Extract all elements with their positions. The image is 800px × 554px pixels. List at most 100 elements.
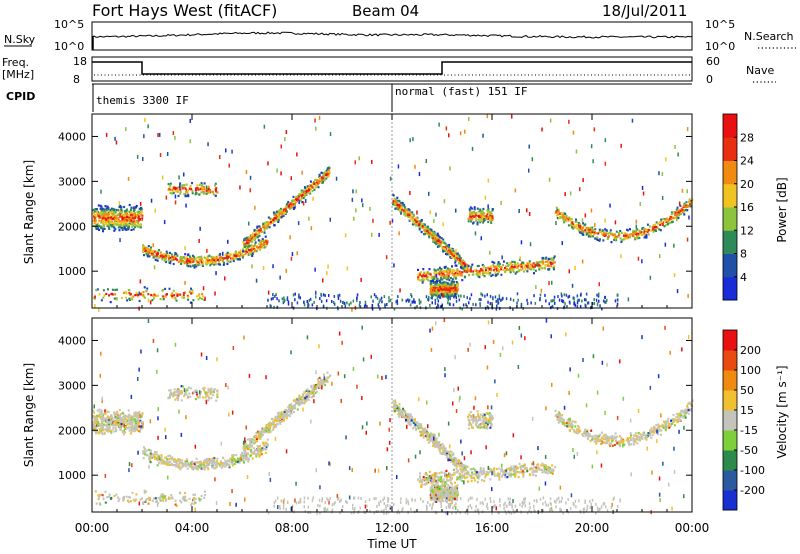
power-cell-912 bbox=[266, 224, 269, 228]
power-cell-2020 bbox=[489, 272, 492, 275]
power-cell-1322 bbox=[209, 191, 212, 194]
velocity-cell-28 bbox=[111, 419, 114, 422]
power-floor-113 bbox=[434, 301, 437, 305]
power-cell-2232 bbox=[532, 268, 535, 271]
power-noise-65 bbox=[642, 191, 645, 196]
power-cell-1919 bbox=[426, 229, 429, 233]
noise-sky-line bbox=[91, 31, 693, 39]
power-cell-1712 bbox=[436, 232, 439, 235]
velocity-cell-707 bbox=[262, 448, 265, 451]
power-cell-2722 bbox=[653, 226, 656, 229]
power-cell-1324 bbox=[169, 184, 172, 187]
power-cell-2871 bbox=[491, 215, 494, 218]
power-cell-1748 bbox=[409, 215, 412, 218]
power-cell-395 bbox=[95, 215, 98, 218]
power-cell-2166 bbox=[550, 257, 553, 260]
power-cell-1329 bbox=[203, 182, 206, 185]
power-floor-122 bbox=[512, 298, 515, 302]
velocity-cell-344 bbox=[94, 419, 97, 422]
power-cell-1351 bbox=[215, 187, 218, 190]
power-cell-418 bbox=[112, 212, 115, 215]
power-cell-2852 bbox=[479, 219, 482, 222]
power-cell-2315 bbox=[528, 260, 531, 263]
power-noise-141 bbox=[315, 126, 317, 131]
power-cell-2278 bbox=[477, 270, 479, 273]
power-cell-2628 bbox=[613, 236, 616, 240]
power-cell-3272 bbox=[439, 295, 441, 299]
velocity-cell-644 bbox=[150, 457, 153, 460]
power-cell-2748 bbox=[571, 226, 574, 229]
power-floor-25 bbox=[585, 292, 588, 296]
velocity-cell-836 bbox=[210, 460, 213, 463]
power-noise-28 bbox=[291, 252, 294, 257]
power-cell-2309 bbox=[452, 269, 455, 272]
freq-panel-frame bbox=[91, 56, 693, 82]
power-cell-1041 bbox=[303, 189, 306, 192]
power-cell-1857 bbox=[415, 220, 418, 223]
power-floor-97 bbox=[337, 294, 339, 298]
power-cell-1317 bbox=[181, 185, 184, 188]
power-cell-790 bbox=[184, 253, 187, 256]
power-cell-716 bbox=[217, 263, 220, 266]
power-floor-98 bbox=[342, 301, 344, 304]
power-cell-1459 bbox=[171, 294, 174, 298]
power-cell-2147 bbox=[550, 265, 553, 268]
power-cell-2824 bbox=[491, 208, 494, 211]
power-cell-1926 bbox=[443, 276, 446, 279]
velocity-cell-606 bbox=[149, 455, 152, 458]
power-cell-1752 bbox=[427, 229, 430, 232]
power-cell-590 bbox=[264, 245, 267, 248]
power-cell-1375 bbox=[177, 194, 180, 198]
power-cell-735 bbox=[142, 248, 145, 251]
power-cell-2109 bbox=[506, 262, 509, 265]
power-floor-78 bbox=[596, 293, 598, 297]
power-cell-1908 bbox=[422, 223, 425, 226]
velocity-cell-655 bbox=[179, 468, 182, 471]
power-cell-1837 bbox=[437, 234, 440, 237]
velocity-cell-384 bbox=[137, 416, 140, 419]
power-cell-1183 bbox=[292, 203, 295, 206]
power-cell-1256 bbox=[277, 219, 280, 222]
power-cell-836 bbox=[257, 239, 260, 242]
power-cell-445 bbox=[248, 246, 250, 249]
power-cell-2141 bbox=[456, 269, 459, 272]
power-noise-72 bbox=[627, 297, 630, 302]
power-floor-139 bbox=[281, 297, 284, 301]
velocity-cell-717 bbox=[203, 460, 205, 463]
velocity-cell-795 bbox=[262, 443, 265, 446]
power-noise-61 bbox=[455, 249, 457, 253]
power-floor-197 bbox=[526, 298, 528, 302]
power-cell-2233 bbox=[461, 267, 464, 270]
power-cell-1791 bbox=[404, 207, 407, 210]
power-cell-2332 bbox=[456, 268, 459, 271]
power-noise-253 bbox=[412, 137, 414, 142]
power-noise-58 bbox=[569, 191, 572, 196]
power-cell-1450 bbox=[201, 292, 204, 295]
velocity-cell-213 bbox=[110, 423, 113, 426]
power-cell-832 bbox=[171, 255, 174, 258]
power-floor-77 bbox=[526, 302, 529, 306]
power-noise-211 bbox=[555, 221, 557, 225]
power-cell-1818 bbox=[392, 201, 395, 204]
power-cell-2532 bbox=[624, 232, 627, 235]
power-noise-11 bbox=[641, 185, 644, 190]
power-cell-631 bbox=[173, 257, 176, 260]
power-cell-1383 bbox=[178, 293, 180, 296]
power-floor-154 bbox=[468, 301, 470, 305]
power-noise-202 bbox=[153, 265, 156, 270]
power-cell-3231 bbox=[453, 286, 456, 289]
power-cell-458 bbox=[165, 260, 167, 264]
power-cell-2753 bbox=[645, 229, 648, 232]
power-cell-2499 bbox=[683, 203, 686, 206]
power-noise-159 bbox=[312, 196, 314, 201]
power-ytick-label-1: 2000 bbox=[58, 220, 86, 233]
power-cell-338 bbox=[126, 215, 129, 219]
power-cell-1835 bbox=[430, 229, 433, 232]
velocity-cell-710 bbox=[194, 466, 197, 469]
power-cell-543 bbox=[197, 263, 200, 267]
power-floor-143 bbox=[278, 299, 280, 303]
power-cell-2136 bbox=[548, 267, 551, 270]
power-cell-436 bbox=[250, 253, 252, 256]
power-cell-2565 bbox=[663, 225, 666, 228]
power-cell-2161 bbox=[507, 268, 510, 271]
